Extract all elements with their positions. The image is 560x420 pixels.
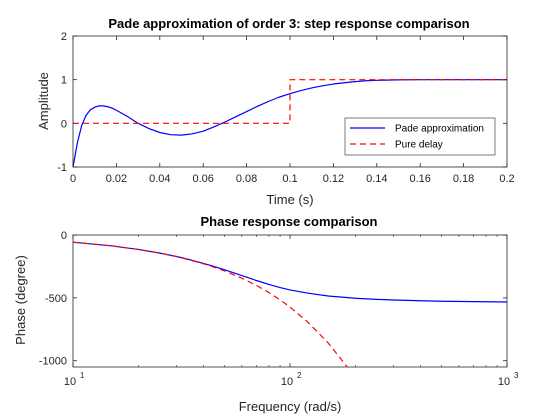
step-xtick-label: 0.14 — [366, 173, 387, 185]
step-ytick-label: 2 — [61, 31, 67, 43]
phase-xtick-label: 10 — [64, 376, 76, 388]
step-ytick-label: 0 — [61, 118, 67, 130]
phase-series — [73, 241, 507, 367]
phase-chart-title: Phase response comparison — [200, 214, 377, 229]
legend-label-pade: Pade approximation — [395, 124, 484, 135]
step-xtick-label: 0.12 — [323, 173, 344, 185]
phase-xtick-label: 10 — [498, 376, 510, 388]
pade-phase-line — [73, 241, 507, 303]
step-ylabel: Amplitude — [36, 72, 51, 130]
step-response-chart: Pade approximation of order 3: step resp… — [36, 16, 515, 207]
phase-ylabel: Phase (degree) — [13, 255, 28, 345]
legend-label-delay: Pure delay — [395, 140, 443, 151]
step-xtick-label: 0.1 — [282, 173, 297, 185]
phase-ytick-label: -1000 — [39, 356, 67, 368]
step-ytick-label: -1 — [57, 162, 67, 174]
pade-step-line — [73, 79, 507, 167]
step-ticks: 0 0.02 0.04 0.06 0.08 0.1 0.12 0.14 0.16 0.18 0.2 -… — [57, 31, 514, 185]
phase-xtick-label: 10 — [281, 376, 293, 388]
legend-box — [344, 117, 496, 156]
step-xtick-label: 0.04 — [149, 173, 170, 185]
step-xtick-label: 0.16 — [409, 173, 430, 185]
step-axes-box — [72, 35, 508, 168]
legend: Pade approximation Pure delay — [344, 117, 496, 156]
phase-ytick-label: -500 — [45, 293, 67, 305]
phase-xtick-exponent: 3 — [514, 371, 519, 380]
step-xtick-label: 0 — [70, 173, 76, 185]
step-xtick-label: 0.18 — [453, 173, 474, 185]
step-ytick-label: 1 — [61, 75, 67, 87]
phase-xlabel: Frequency (rad/s) — [239, 399, 342, 414]
step-series — [73, 79, 507, 167]
step-xlabel: Time (s) — [266, 192, 313, 207]
step-chart-title: Pade approximation of order 3: step resp… — [108, 16, 469, 31]
step-xtick-label: 0.2 — [499, 173, 514, 185]
step-xtick-label: 0.02 — [106, 173, 127, 185]
pure-delay-phase-line — [73, 241, 348, 367]
step-xtick-label: 0.06 — [192, 173, 213, 185]
phase-xtick-exponent: 2 — [297, 371, 302, 380]
phase-ytick-label: 0 — [61, 230, 67, 242]
phase-ticks: 10 1 10 2 10 3 0 -500 -1000 — [39, 230, 519, 388]
step-xtick-label: 0.08 — [236, 173, 257, 185]
phase-axes-box — [72, 234, 508, 368]
phase-response-chart: Phase response comparison 10 1 10 2 10 3 0 -500… — [13, 214, 519, 414]
phase-xtick-exponent: 1 — [80, 371, 85, 380]
